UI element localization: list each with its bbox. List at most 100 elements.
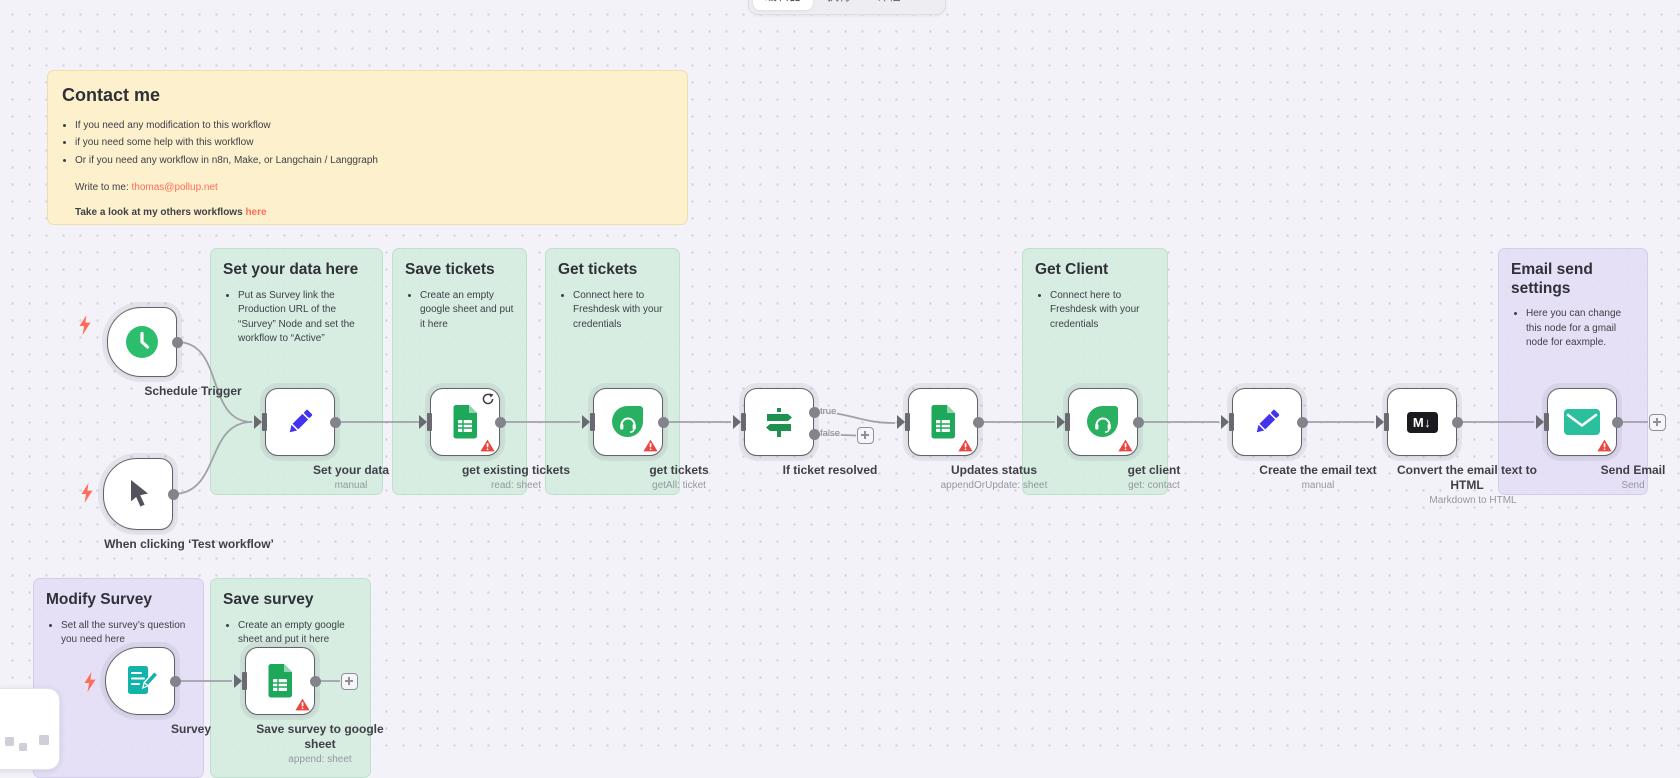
node-updates-status[interactable]: Updates status appendOrUpdate: sheet [897, 388, 1080, 491]
tab-executions[interactable]: 执行 [815, 0, 863, 10]
tab-editor[interactable]: 编辑器 [753, 0, 814, 10]
node-label: Survey [170, 722, 212, 736]
markdown-icon: M↓ [1406, 411, 1438, 433]
connection-manual-to-set[interactable] [172, 421, 253, 495]
node-get-tickets[interactable]: get tickets getAll: ticket [582, 388, 765, 491]
output-port[interactable] [330, 416, 341, 428]
node-sublabel: appendOrUpdate: sheet [940, 480, 1048, 491]
node-label: get tickets [649, 463, 709, 477]
tab-evaluations[interactable]: 评估 [865, 0, 913, 10]
sticky-note-email-send-settings[interactable]: Email send settings Here you can change … [1498, 248, 1648, 495]
note-title: Contact me [62, 85, 161, 105]
note-title: Get Client [1035, 261, 1109, 278]
node-label: Convert the email text to HTML [1396, 463, 1538, 492]
output-port[interactable] [973, 416, 984, 428]
google-sheets-icon [453, 405, 477, 439]
node-sublabel: getAll: ticket [652, 480, 706, 491]
output-port[interactable] [170, 675, 181, 687]
node-label: Set your data [312, 463, 390, 477]
output-port[interactable] [172, 336, 183, 348]
connection-schedule-to-set[interactable] [176, 341, 253, 423]
input-port[interactable] [1221, 413, 1234, 431]
input-port[interactable] [234, 672, 247, 690]
connections-layer [172, 341, 1648, 682]
minimap-panel[interactable] [0, 688, 60, 770]
note-title: Set your data here [223, 261, 359, 278]
node-convert-markdown[interactable]: M↓ Convert the email text to HTML Markdo… [1376, 388, 1559, 506]
note-title: Save tickets [405, 261, 495, 278]
node-manual-trigger[interactable]: When clicking ‘Test workflow’ [103, 458, 275, 552]
node-sublabel: get: contact [1128, 480, 1180, 491]
minimap-node [19, 743, 27, 751]
node-label: When clicking ‘Test workflow’ [104, 537, 274, 551]
output-port[interactable] [310, 675, 321, 687]
envelope-icon [1564, 409, 1600, 435]
input-port[interactable] [1376, 413, 1389, 431]
warning-icon [643, 439, 658, 452]
node-send-email[interactable]: Send Email Send [1536, 388, 1680, 491]
node-save-survey-sheet[interactable]: Save survey to google sheet append: shee… [234, 647, 395, 765]
branch-label-true: true [819, 406, 838, 418]
output-port[interactable] [658, 416, 669, 428]
clock-icon [126, 326, 158, 358]
node-create-email-text[interactable]: Create the email text manual [1221, 388, 1404, 491]
input-port[interactable] [897, 413, 910, 431]
input-port[interactable] [254, 413, 267, 431]
note-title: Get tickets [558, 261, 638, 278]
node-survey[interactable]: Survey [105, 647, 277, 737]
input-port[interactable] [419, 413, 432, 431]
freshdesk-icon [1087, 405, 1119, 437]
email-link[interactable]: thomas@pollup.net [131, 182, 218, 194]
node-label: get client [1127, 463, 1181, 477]
warning-icon [958, 439, 973, 452]
cursor-icon [131, 480, 148, 507]
sticky-note-contact-me[interactable]: Contact me If you need any modification … [47, 70, 688, 225]
output-port[interactable] [495, 416, 506, 428]
warning-icon [1118, 439, 1133, 452]
node-if-ticket-resolved[interactable]: If ticket resolved [733, 388, 916, 478]
contact-footer-line: Take a look at my others workflows here [75, 207, 267, 219]
node-sublabel: manual [1301, 480, 1335, 491]
workflows-link[interactable]: here [245, 207, 267, 219]
form-icon [128, 666, 158, 694]
output-port[interactable] [1133, 416, 1144, 428]
output-port[interactable] [1297, 416, 1308, 428]
google-sheets-icon [268, 664, 292, 698]
output-port-false[interactable] [809, 429, 820, 440]
node-schedule-trigger[interactable]: Schedule Trigger [107, 307, 279, 399]
node-label: Schedule Trigger [144, 384, 242, 398]
node-sublabel: read: sheet [490, 480, 542, 491]
add-node-button-false-branch[interactable] [857, 427, 874, 444]
input-port[interactable] [1057, 413, 1070, 431]
output-port[interactable] [1452, 416, 1463, 428]
minimap-node [39, 735, 49, 745]
branch-label-false: false [819, 428, 842, 440]
add-node-button-after-save-survey[interactable] [341, 673, 358, 690]
node-label: Save survey to google sheet [256, 722, 384, 751]
input-port[interactable] [733, 413, 746, 431]
trigger-bolt-icon [81, 483, 93, 503]
note-title: Save survey [223, 591, 314, 608]
input-port[interactable] [582, 413, 595, 431]
note-title: Modify Survey [46, 591, 152, 608]
node-sublabel: Markdown to HTML [1429, 495, 1517, 506]
note-bullets: If you need any modification to this wor… [60, 119, 675, 169]
trigger-bolt-icon [79, 315, 91, 335]
input-port[interactable] [1536, 413, 1549, 431]
output-port-true[interactable] [809, 407, 820, 418]
pencil-icon [1256, 409, 1280, 433]
warning-icon [480, 439, 495, 452]
node-label: If ticket resolved [782, 463, 878, 477]
node-label: Create the email text [1259, 463, 1377, 477]
editor-tabbar: 编辑器 执行 评估 [748, 0, 946, 15]
node-get-client[interactable]: get client get: contact [1057, 388, 1240, 491]
output-port[interactable] [168, 488, 179, 500]
node-set-your-data[interactable]: Set your data manual [254, 388, 437, 491]
node-get-existing-tickets[interactable]: get existing tickets read: sheet [419, 388, 602, 491]
add-node-button-after-send-email[interactable] [1649, 414, 1666, 431]
if-signpost-icon [766, 408, 792, 437]
output-port[interactable] [1612, 416, 1623, 428]
minimap-node [5, 737, 14, 746]
retry-icon [482, 393, 494, 405]
